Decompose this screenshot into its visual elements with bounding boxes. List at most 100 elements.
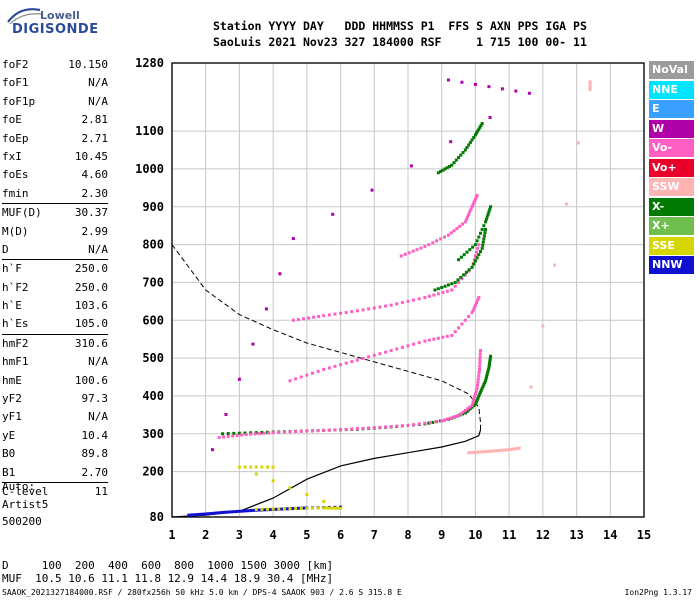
echo-point-vo (294, 377, 298, 381)
echo-point-vo (472, 201, 476, 205)
x-tick-label: 1 (168, 528, 175, 542)
echo-point-ssw (476, 450, 480, 454)
x-tick-label: 7 (371, 528, 378, 542)
x-tick-label: 2 (202, 528, 209, 542)
echo-point-ssw (507, 448, 511, 452)
param-name: yF2 (2, 392, 22, 406)
echo-point-x (486, 370, 490, 374)
echo-point-x (431, 420, 435, 424)
legend-item: E (649, 100, 694, 118)
autoscaling-code: 500200 (2, 515, 42, 528)
echo-point-vo (467, 314, 471, 318)
echo-point-vo (412, 342, 416, 346)
polarization-legend: NoVal NNE E W Vo- Vo+ SSW X- X+ SSE NNW (649, 61, 694, 276)
echo-point-vo (428, 420, 432, 424)
echo-point-vo (277, 430, 281, 434)
ionospheric-parameters-panel: foF2 10.150 foF1 N/A foF1p N/A foE 2.81 foEp 2.71… (2, 56, 108, 501)
echo-point-vo (476, 377, 480, 381)
echo-point-x (487, 366, 491, 370)
param-name: C-level (2, 484, 49, 498)
echo-point-w (251, 342, 255, 346)
param-name: MUF(D) (2, 206, 42, 220)
echo-point-x (440, 285, 444, 289)
echo-point-vo (417, 341, 421, 345)
echo-point-vo (445, 289, 449, 293)
echo-point-vo (439, 237, 443, 241)
echo-point-vo (258, 432, 262, 436)
echo-point-x (472, 404, 476, 408)
echo-point-w (446, 78, 450, 82)
echo-point-vo (412, 423, 416, 427)
param-name: M(D) (2, 224, 29, 238)
param-value: N/A (88, 76, 108, 90)
echo-point-nnw (280, 507, 284, 511)
echo-point-sse (266, 507, 270, 511)
echo-point-x (226, 432, 230, 436)
echo-point-vo (476, 246, 480, 250)
param-value: 105.0 (74, 317, 108, 331)
echo-point-ssw (576, 141, 580, 145)
echo-point-vo (443, 418, 447, 422)
echo-point-x (470, 138, 474, 142)
echo-point-x (482, 224, 486, 228)
y-tick-label: 1100 (135, 124, 164, 138)
echo-point-vo (476, 383, 480, 387)
echo-point-vo (389, 425, 393, 429)
echo-point-sse (305, 506, 309, 510)
echo-point-x (486, 212, 490, 216)
echo-point-nnw (251, 508, 255, 512)
echo-point-vo (267, 431, 271, 435)
echo-point-vo (361, 308, 365, 312)
echo-point-w (449, 140, 453, 144)
y-tick-label: 900 (142, 200, 164, 214)
param-name: h`E (2, 299, 22, 313)
echo-point-x (484, 220, 488, 224)
echo-point-vo (478, 358, 482, 362)
echo-point-sse (254, 507, 258, 511)
echo-point-sse (277, 507, 281, 511)
echo-point-vo (449, 231, 453, 235)
echo-point-x (465, 145, 469, 149)
echo-point-sse (322, 506, 326, 510)
echo-point-x (475, 131, 479, 135)
echo-point-x (482, 383, 486, 387)
echo-point-nnw (274, 507, 278, 511)
param-name: B0 (2, 447, 16, 461)
param-value: 97.3 (81, 392, 109, 406)
echo-point-x (476, 396, 480, 400)
echo-point-vo (463, 408, 467, 412)
echo-point-x (478, 392, 482, 396)
x-tick-label: 4 (270, 528, 277, 542)
echo-point-vo (450, 288, 454, 292)
echo-point-ssw (478, 450, 482, 454)
echo-point-vo (294, 430, 298, 434)
echo-point-nnw (243, 509, 247, 513)
echo-point-vo (406, 344, 410, 348)
echo-point-x (475, 256, 479, 260)
distance-row: D 100 200 400 600 800 1000 1500 3000 [km… (2, 559, 334, 572)
echo-point-x (487, 210, 491, 214)
echo-point-x (481, 243, 485, 247)
echo-point-x (443, 167, 447, 171)
echo-point-vo (299, 429, 303, 433)
echo-point-ssw (553, 263, 557, 267)
echo-point-sse (271, 479, 275, 483)
echo-point-x (478, 125, 482, 129)
echo-point-x (480, 122, 484, 126)
echo-point-vo (417, 297, 421, 301)
echo-point-vo (333, 312, 337, 316)
echo-point-ssw (505, 448, 509, 452)
echo-point-vo (478, 349, 482, 353)
echo-point-vo (471, 308, 475, 312)
echo-point-vo (378, 352, 382, 356)
echo-point-w (224, 412, 228, 416)
param-value: 2.99 (81, 224, 109, 238)
logo-line2: DIGISONDE (12, 22, 99, 37)
param-value: 2.81 (81, 113, 109, 127)
param-row: hmF2 310.6 (2, 333, 108, 353)
echo-point-nnw (291, 507, 295, 511)
echo-point-nnw (212, 511, 216, 515)
echo-point-x (472, 262, 476, 266)
muf-row: MUF 10.5 10.6 11.1 11.8 12.9 14.4 18.9 3… (2, 572, 334, 585)
param-value: 89.8 (81, 447, 109, 461)
